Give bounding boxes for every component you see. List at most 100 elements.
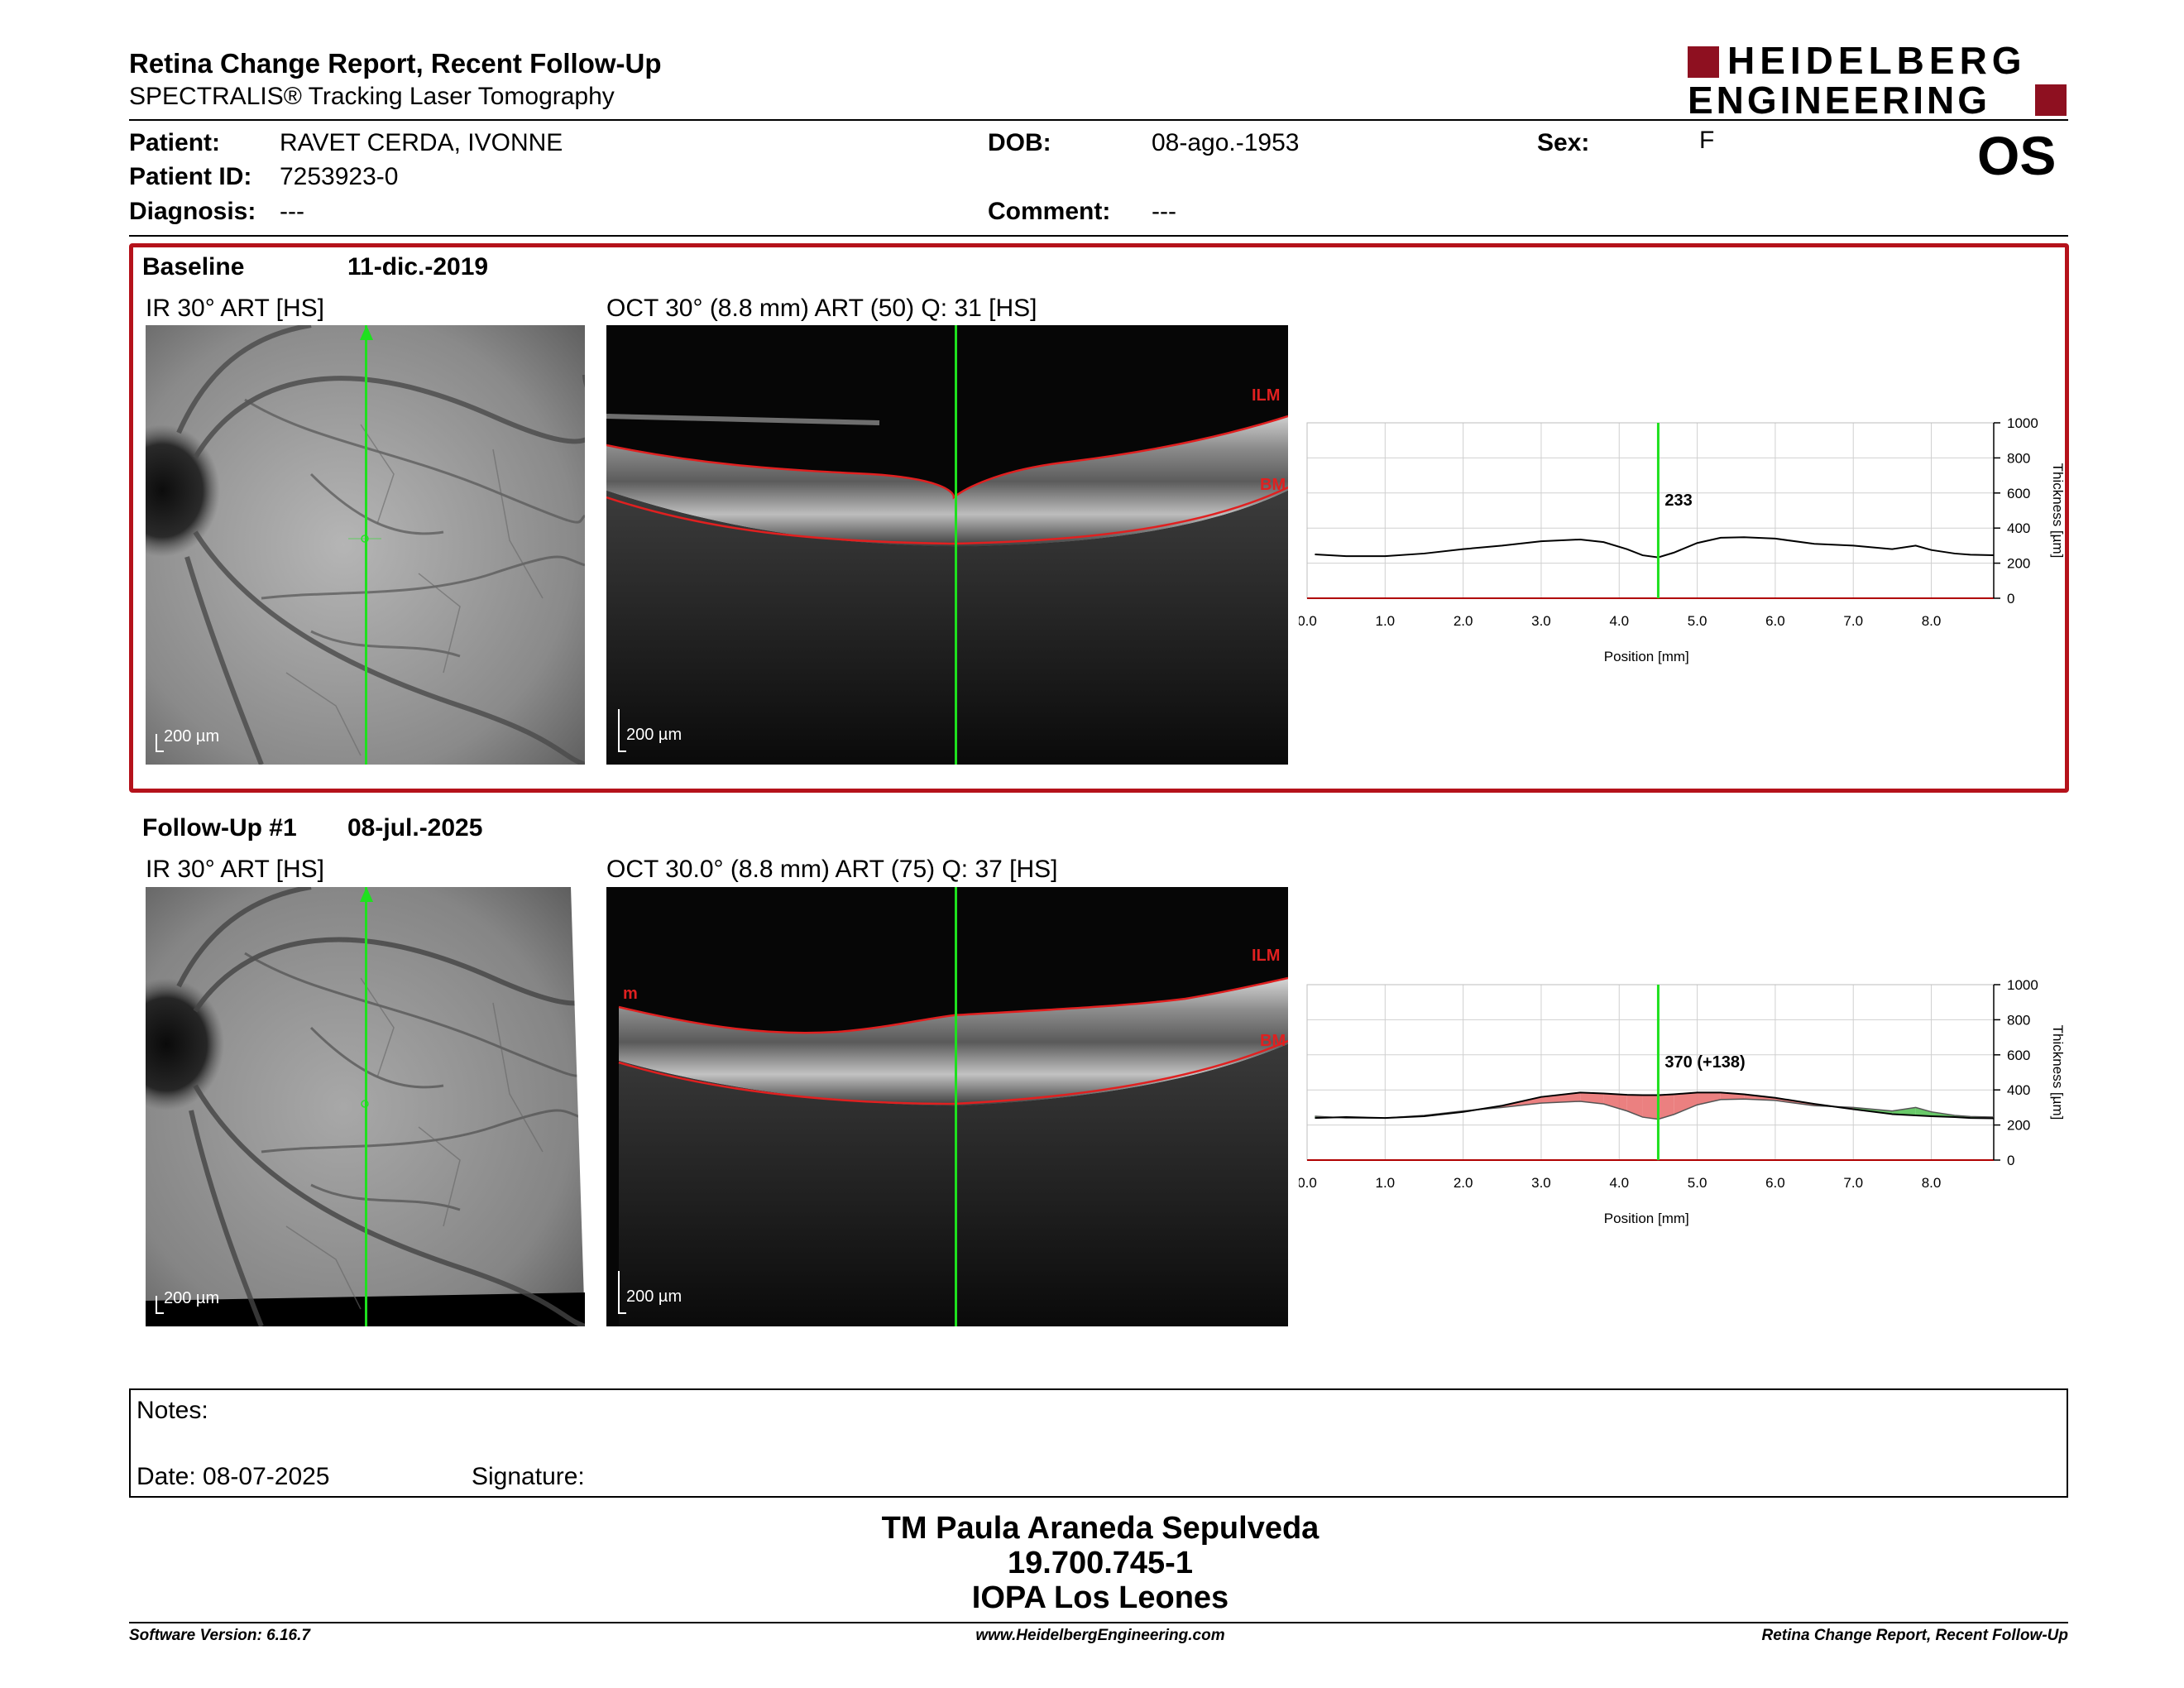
diagnosis-label: Diagnosis: — [129, 198, 256, 225]
followup-chart-marker-label: 370 (+138) — [1664, 1053, 1745, 1072]
signature-label: Signature: — [472, 1463, 585, 1490]
followup-chart-x-tick-label: 1.0 — [1375, 1175, 1395, 1191]
followup-oct-scale-bar — [618, 1271, 626, 1314]
followup-chart-y-tick-label: 800 — [2007, 1012, 2030, 1028]
followup-chart-difference-area — [1580, 1092, 1604, 1105]
dob-label: DOB: — [988, 129, 1051, 156]
followup-label: Follow-Up #1 — [142, 814, 297, 842]
followup-oct-image: ILM BM m 200 µm — [606, 887, 1288, 1326]
baseline-oct-scan-line — [955, 325, 957, 765]
baseline-oct-scale-bar — [618, 709, 626, 752]
dob-value: 08-ago.-1953 — [1152, 129, 1300, 156]
diagnosis-value: --- — [280, 198, 304, 225]
footer-website-link[interactable]: www.HeidelbergEngineering.com — [975, 1627, 1225, 1644]
followup-oct-scale-label: 200 µm — [626, 1288, 682, 1306]
patient-value: RAVET CERDA, IVONNE — [280, 129, 563, 156]
footer-report-name: Retina Change Report, Recent Follow-Up — [1761, 1627, 2068, 1644]
footer-divider — [129, 1622, 2068, 1623]
report-subtitle: SPECTRALIS® Tracking Laser Tomography — [129, 83, 615, 110]
baseline-chart-y-tick-label: 400 — [2007, 520, 2030, 536]
sex-label: Sex: — [1537, 129, 1590, 156]
followup-chart-difference-area — [1674, 1092, 1698, 1115]
baseline-chart-x-tick-label: 3.0 — [1531, 613, 1551, 629]
heidelberg-logo: HEIDELBERG ENGINEERING — [1688, 39, 2068, 122]
followup-ir-arrow-icon — [360, 887, 373, 902]
baseline-chart-y-tick-label: 800 — [2007, 450, 2030, 466]
followup-thickness-chart: 0 200 400 600 800 1000 0.0 1.0 2.0 3.0 4.0 5.0 6.0 7.… — [1299, 977, 2066, 1226]
baseline-chart-y-tick-label: 1000 — [2007, 415, 2038, 431]
baseline-frame — [129, 243, 2069, 793]
followup-chart-difference-area — [1603, 1093, 1627, 1111]
followup-ir-image: 200 µm — [146, 887, 585, 1326]
logo-text-line1: HEIDELBERG — [1727, 39, 2027, 82]
comment-value: --- — [1152, 198, 1176, 225]
notes-label: Notes: — [136, 1397, 208, 1424]
followup-chart-difference-area — [1915, 1107, 1932, 1116]
followup-chart-x-axis-label: Position [mm] — [1604, 1211, 1689, 1226]
baseline-oct-svg — [606, 325, 1288, 765]
stamp-institution: IOPA Los Leones — [971, 1580, 1229, 1615]
baseline-chart-x-tick-label: 2.0 — [1454, 613, 1473, 629]
notes-box: Notes: Date: 08-07-2025 Signature: — [129, 1388, 2068, 1498]
baseline-chart-x-tick-label: 0.0 — [1299, 613, 1317, 629]
patient-label: Patient: — [129, 129, 221, 156]
followup-ir-scale-bar — [156, 1296, 164, 1314]
followup-chart-y-axis-label: Thickness [µm] — [2050, 1025, 2066, 1120]
date-label: Date: 08-07-2025 — [136, 1463, 330, 1490]
baseline-chart-x-tick-label: 7.0 — [1843, 613, 1863, 629]
footer-software-version: Software Version: 6.16.7 — [129, 1627, 310, 1644]
baseline-oct-image: ILM BM 200 µm — [606, 325, 1288, 765]
baseline-chart-x-tick-label: 1.0 — [1375, 613, 1395, 629]
followup-chart-difference-area — [1697, 1092, 1721, 1105]
followup-oct-scan-line — [955, 887, 957, 1326]
baseline-oct-scale-label: 200 µm — [626, 726, 682, 744]
baseline-chart-x-tick-label: 5.0 — [1688, 613, 1707, 629]
baseline-ir-scale-label: 200 µm — [164, 727, 220, 746]
baseline-chart-y-axis-label: Thickness [µm] — [2050, 463, 2066, 559]
followup-ir-scale-label: 200 µm — [164, 1289, 220, 1307]
sex-value: F — [1699, 127, 1715, 154]
patient-id-label: Patient ID: — [129, 163, 252, 190]
baseline-ir-scan-line — [365, 325, 367, 765]
followup-chart-plot-frame — [1306, 984, 1995, 1161]
followup-oct-svg — [606, 887, 1288, 1326]
followup-m-label: m — [623, 985, 638, 1003]
followup-ir-scan-line — [365, 887, 367, 1326]
followup-chart-baseline-line — [1315, 1098, 1995, 1120]
report-title: Retina Change Report, Recent Follow-Up — [129, 48, 662, 79]
followup-ilm-label: ILM — [1252, 947, 1281, 965]
header-divider — [129, 119, 2068, 121]
baseline-oct-caption: OCT 30° (8.8 mm) ART (50) Q: 31 [HS] — [606, 295, 1037, 322]
baseline-chart-x-tick-label: 4.0 — [1609, 613, 1629, 629]
patient-id-value: 7253923-0 — [280, 163, 399, 190]
followup-chart-x-tick-label: 7.0 — [1843, 1175, 1863, 1191]
followup-chart-x-tick-label: 2.0 — [1454, 1175, 1473, 1191]
followup-oct-caption: OCT 30.0° (8.8 mm) ART (75) Q: 37 [HS] — [606, 856, 1058, 883]
followup-chart-difference-area — [1626, 1095, 1643, 1118]
followup-chart-x-tick-label: 6.0 — [1765, 1175, 1785, 1191]
patient-divider — [129, 235, 2068, 237]
eye-indicator: OS — [1977, 125, 2057, 186]
baseline-ir-image: 200 µm — [146, 325, 585, 765]
followup-chart-x-tick-label: 5.0 — [1688, 1175, 1707, 1191]
baseline-chart-plot-frame — [1306, 422, 1995, 599]
followup-chart-y-tick-label: 0 — [2007, 1153, 2014, 1168]
baseline-chart-y-tick-label: 600 — [2007, 486, 2030, 501]
baseline-ir-scale-bar — [156, 734, 164, 752]
baseline-chart-x-tick-label: 6.0 — [1765, 613, 1785, 629]
baseline-ir-arrow-icon — [360, 325, 373, 340]
followup-ir-caption: IR 30° ART [HS] — [146, 856, 324, 883]
followup-chart-x-tick-label: 8.0 — [1922, 1175, 1942, 1191]
baseline-ir-caption: IR 30° ART [HS] — [146, 295, 324, 322]
followup-chart-difference-area — [1642, 1095, 1659, 1120]
logo-square-top — [1688, 46, 1719, 78]
followup-chart-y-tick-label: 1000 — [2007, 977, 2038, 993]
baseline-chart-thickness-line — [1315, 536, 1995, 559]
followup-chart-x-tick-label: 0.0 — [1299, 1175, 1317, 1191]
baseline-chart-x-tick-label: 8.0 — [1922, 613, 1942, 629]
baseline-chart-y-tick-label: 0 — [2007, 591, 2014, 607]
followup-chart-difference-area — [1658, 1094, 1674, 1120]
followup-chart-difference-area — [1540, 1092, 1581, 1104]
followup-chart-x-tick-label: 4.0 — [1609, 1175, 1629, 1191]
baseline-ilm-label: ILM — [1252, 386, 1281, 405]
